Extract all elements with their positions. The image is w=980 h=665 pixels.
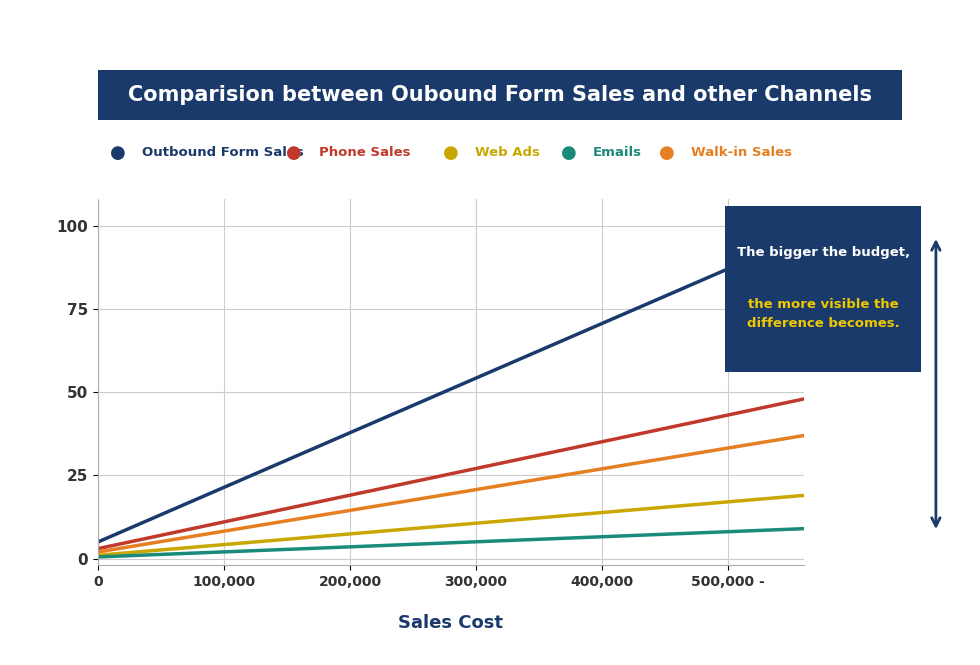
Text: Walk-in Sales: Walk-in Sales: [691, 146, 792, 160]
Text: The bigger the budget,: The bigger the budget,: [737, 246, 909, 259]
Text: Web Ads: Web Ads: [475, 146, 540, 160]
Text: ●: ●: [659, 144, 674, 162]
Text: Emails: Emails: [593, 146, 642, 160]
Text: Comparision between Oubound Form Sales and other Channels: Comparision between Oubound Form Sales a…: [127, 84, 872, 105]
Text: the more visible the
difference becomes.: the more visible the difference becomes.: [747, 298, 900, 331]
Text: Outbound Form Sales: Outbound Form Sales: [142, 146, 304, 160]
X-axis label: Sales Cost: Sales Cost: [398, 614, 504, 632]
Text: ●: ●: [110, 144, 125, 162]
Text: Phone Sales: Phone Sales: [318, 146, 410, 160]
Text: ●: ●: [443, 144, 459, 162]
Text: ●: ●: [286, 144, 302, 162]
Text: ●: ●: [561, 144, 576, 162]
